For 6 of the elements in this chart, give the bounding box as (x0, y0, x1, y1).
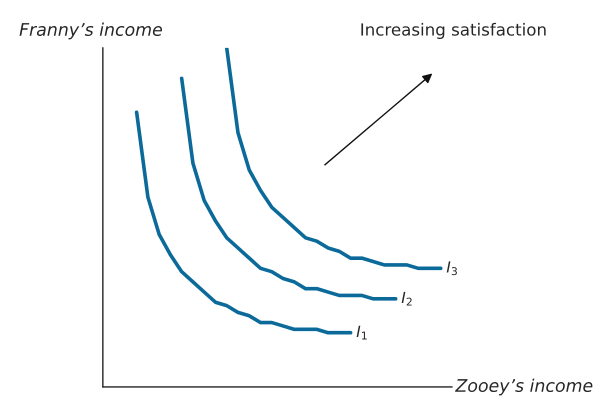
text: Increasing satisfaction (361, 22, 546, 40)
y-axis-title: Franny’s income (20, 22, 162, 40)
x-axis-title: Zooey’s income (455, 378, 592, 396)
series-label: I$_{3}$ (446, 261, 457, 276)
series-label: I$_{1}$ (356, 326, 367, 340)
series-label: I$_{2}$ (402, 292, 412, 306)
